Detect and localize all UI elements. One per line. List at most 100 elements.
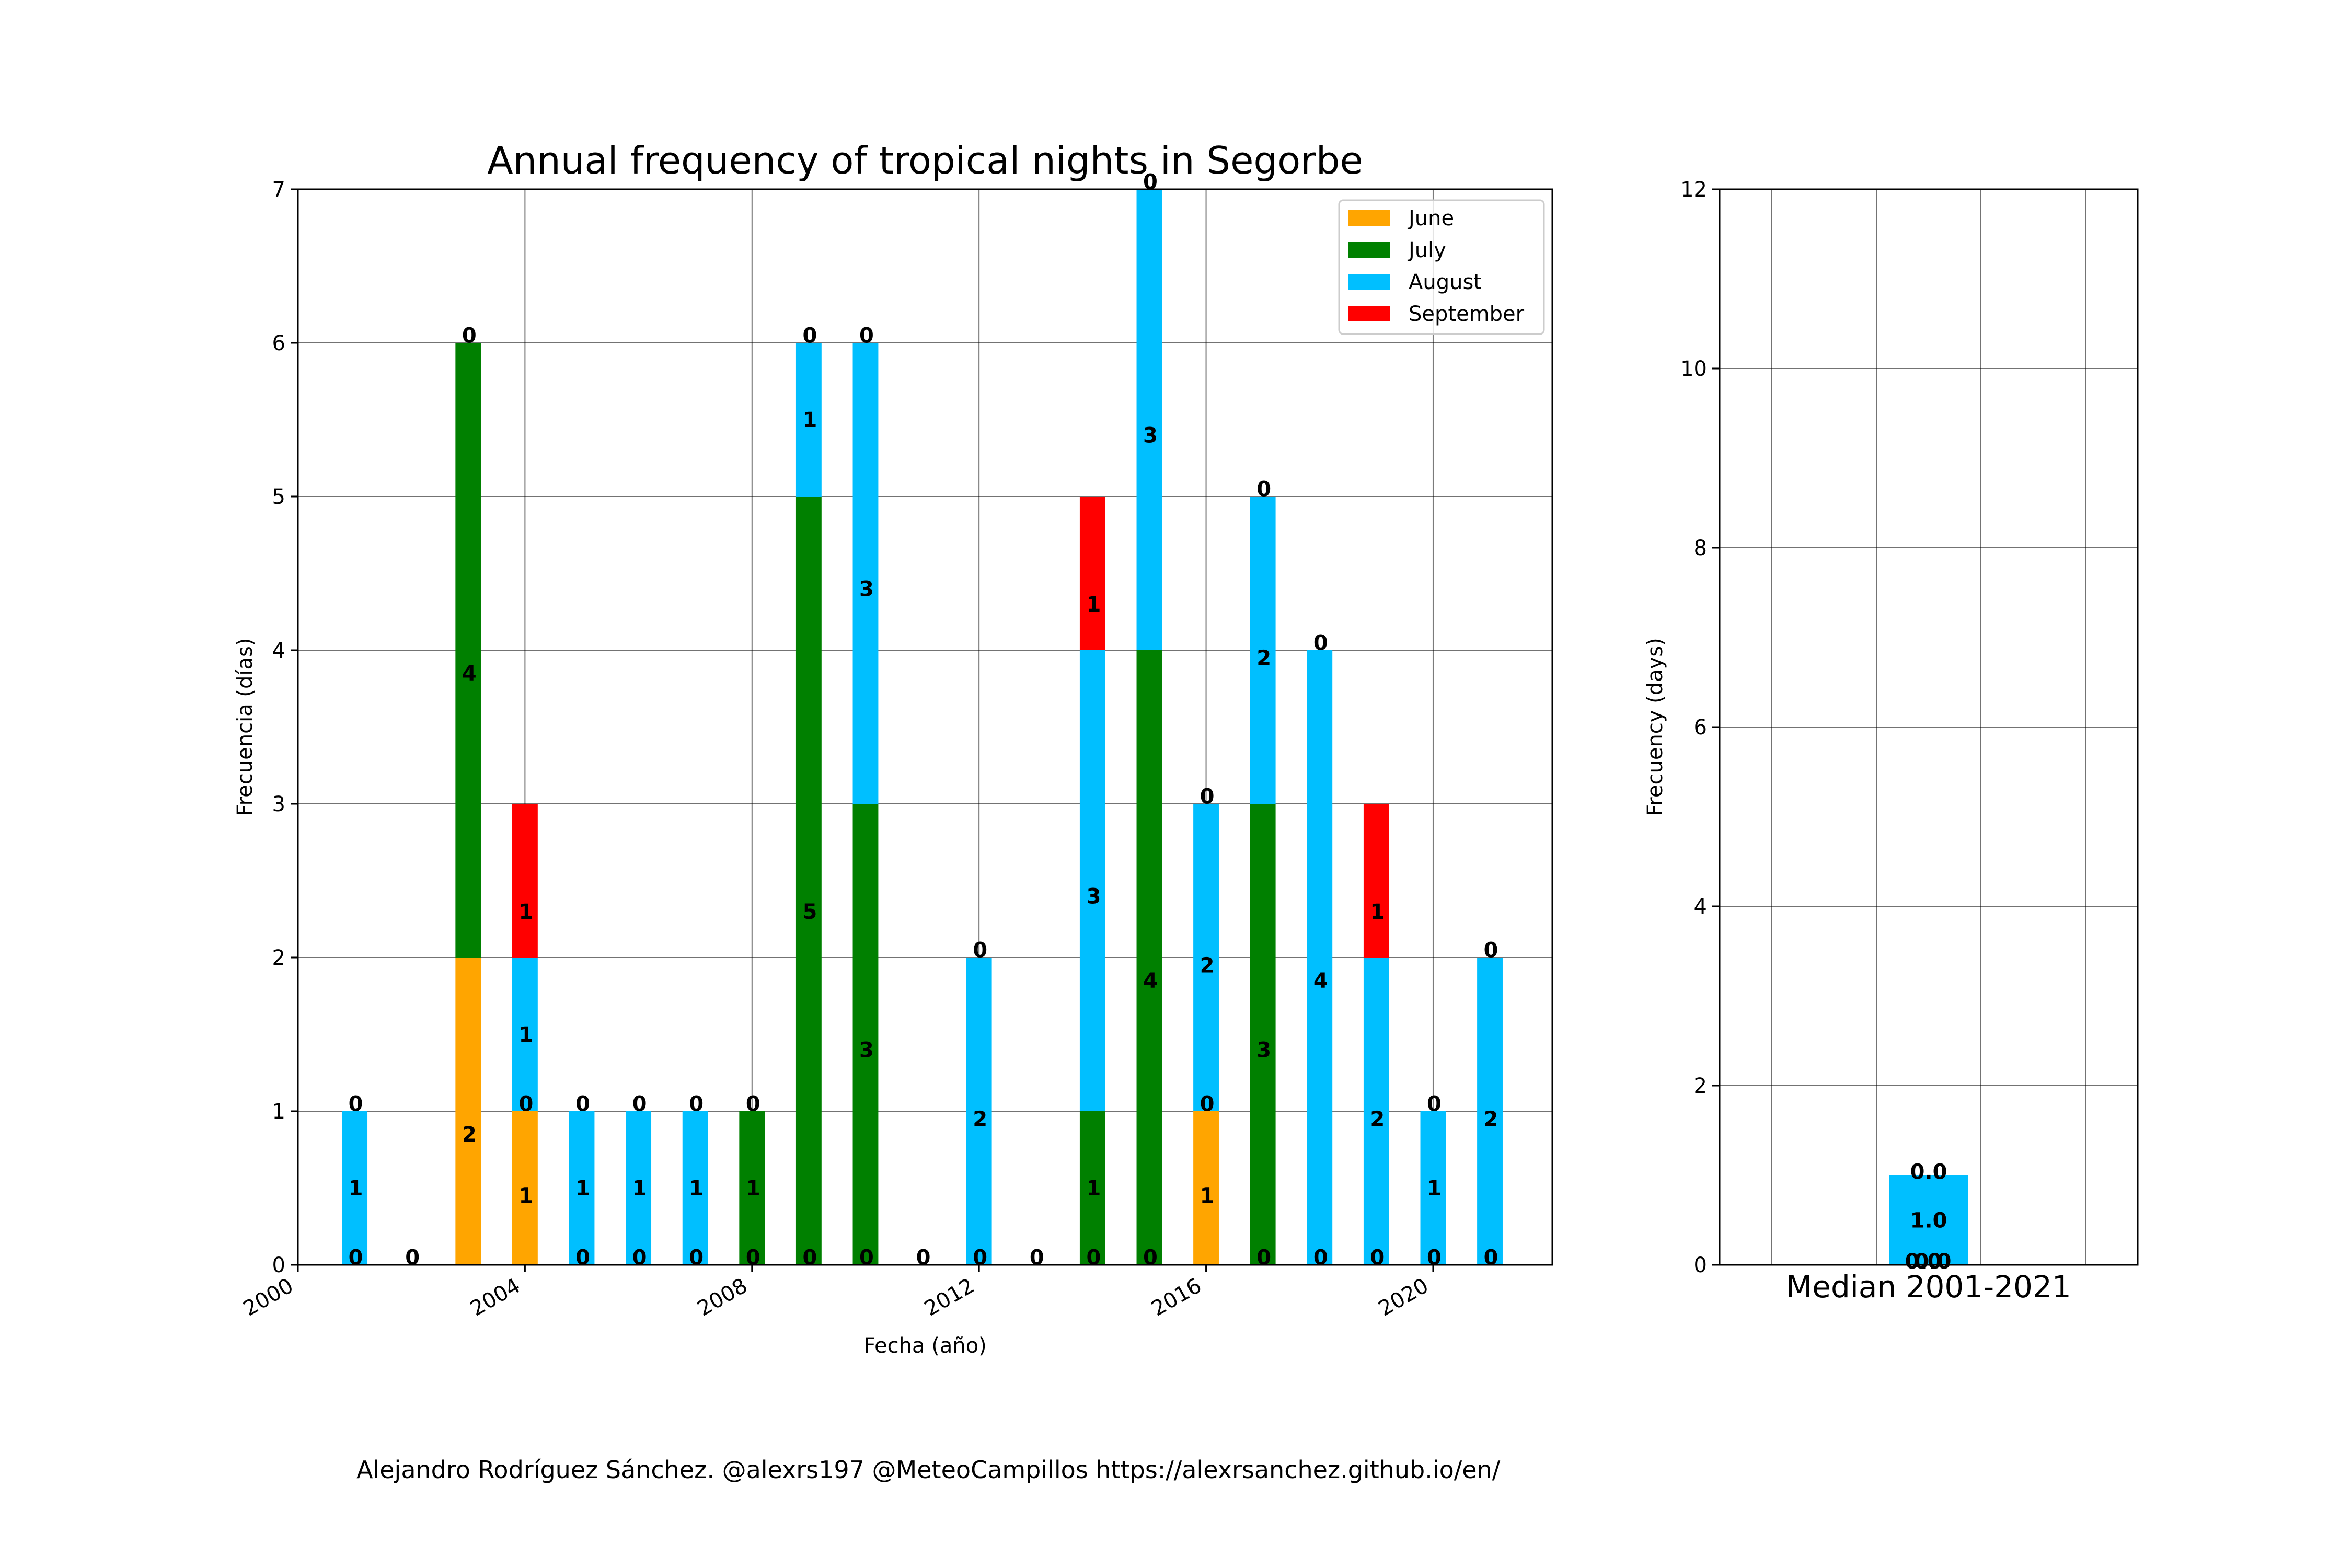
bar-august-2004 (512, 958, 538, 1111)
bar-value-label: 0 (973, 938, 987, 962)
y-axis-label: Frecuencia (días) (233, 638, 257, 816)
legend-swatch-august (1348, 274, 1390, 290)
bar-june-2003 (455, 958, 481, 1265)
median-y-tick-label: 4 (1694, 895, 1707, 919)
bar-value-label: 1 (1370, 900, 1385, 924)
y-tick-label: 5 (272, 485, 285, 509)
median-bar-labels: 0.00.01.00.0 (1905, 1160, 1952, 1274)
bar-value-label: 2 (1200, 954, 1215, 978)
bar-august-2012 (966, 958, 992, 1265)
bar-value-label: 0 (973, 1246, 987, 1270)
bar-value-label: 3 (859, 1038, 874, 1062)
main-y-ticks: 0 1 2 3 4 5 6 7 (272, 178, 298, 1277)
main-plot-frame (297, 188, 1553, 1266)
y-tick-label: 6 (272, 331, 285, 355)
y-tick-label: 3 (272, 792, 285, 816)
bar-value-label: 0 (1427, 1092, 1442, 1116)
bar-june-2004 (512, 1111, 538, 1265)
legend-label-june: June (1407, 206, 1454, 230)
x-tick-label: 2020 (1375, 1274, 1433, 1321)
bar-value-label: 0 (1313, 1246, 1328, 1270)
credit-text: Alejandro Rodríguez Sánchez. @alexrs197 … (356, 1456, 1501, 1484)
bar-value-label: 0 (746, 1092, 760, 1116)
main-x-ticks: 2000 2004 2008 2012 2016 2020 (239, 1265, 1434, 1321)
bar-july-2017 (1250, 804, 1276, 1265)
bar-value-label: 2 (1484, 1108, 1498, 1132)
bar-value-label: 5 (802, 900, 817, 924)
bar-august-2017 (1250, 497, 1276, 804)
bar-value-label: 0 (632, 1092, 647, 1116)
bar-value-label: 1 (575, 1177, 590, 1201)
bar-value-label: 1 (518, 900, 533, 924)
bar-value-label: 0 (689, 1246, 704, 1270)
median-bar-value-label: 0.0 (1910, 1160, 1947, 1184)
bar-value-label: 0 (802, 1246, 817, 1270)
median-y-tick-label: 10 (1680, 357, 1707, 381)
bar-value-label: 2 (1256, 647, 1271, 671)
bar-value-label: 1 (1200, 1184, 1215, 1208)
bar-august-2019 (1363, 958, 1389, 1265)
legend-label-july: July (1407, 238, 1446, 262)
bar-value-label: 0 (1370, 1246, 1385, 1270)
bar-value-label: 0 (462, 324, 477, 348)
bar-august-2007 (682, 1111, 708, 1265)
bar-august-2016 (1193, 804, 1219, 1111)
bar-august-2014 (1079, 650, 1105, 1111)
bar-value-label: 0 (916, 1246, 931, 1270)
bar-august-2015 (1136, 189, 1162, 650)
bar-value-label: 0 (575, 1092, 590, 1116)
median-y-tick-label: 12 (1680, 178, 1707, 202)
bar-value-label: 0 (1484, 938, 1498, 962)
bar-value-label: 0 (349, 1246, 363, 1270)
bar-value-label: 3 (859, 577, 874, 601)
bar-value-label: 2 (1370, 1108, 1385, 1132)
y-tick-label: 1 (272, 1100, 285, 1124)
bar-value-label: 0 (632, 1246, 647, 1270)
bar-value-label: 0 (1143, 1246, 1158, 1270)
median-y-tick-label: 8 (1694, 536, 1707, 560)
bar-value-label: 0 (1313, 631, 1328, 655)
x-tick-label: 2016 (1147, 1274, 1205, 1321)
bar-july-2014 (1079, 1111, 1105, 1265)
bar-value-label: 0 (575, 1246, 590, 1270)
legend-swatch-july (1348, 242, 1390, 258)
y-tick-label: 2 (272, 946, 285, 970)
bar-value-label: 0 (1256, 477, 1271, 501)
median-bar-value-label: 1.0 (1910, 1208, 1947, 1232)
legend: June July August September (1338, 199, 1545, 335)
bar-value-label: 1 (1427, 1177, 1442, 1201)
bar-august-2020 (1420, 1111, 1446, 1265)
main-bars (342, 189, 1503, 1265)
x-tick-label: 2000 (239, 1274, 297, 1321)
bar-value-label: 4 (462, 662, 477, 686)
bar-value-label: 0 (802, 324, 817, 348)
bar-value-label: 0 (746, 1246, 760, 1270)
bar-july-2008 (739, 1111, 765, 1265)
bar-july-2009 (795, 497, 822, 1265)
bar-value-label: 0 (405, 1246, 420, 1270)
x-tick-label: 2012 (920, 1274, 978, 1321)
bar-value-label: 0 (1484, 1246, 1498, 1270)
bar-value-label: 3 (1086, 884, 1101, 908)
bar-value-label: 0 (859, 1246, 874, 1270)
bar-july-2015 (1136, 650, 1162, 1265)
bar-value-label: 1 (349, 1177, 363, 1201)
bar-value-label: 2 (973, 1108, 987, 1132)
x-axis-label: Fecha (año) (863, 1334, 987, 1358)
median-bar-value-label: 0.0 (1915, 1250, 1952, 1274)
legend-swatch-september (1348, 306, 1390, 321)
bar-august-2009 (795, 343, 822, 497)
bar-september-2014 (1079, 497, 1105, 650)
median-y-ticks: 0 2 4 6 8 10 12 (1680, 178, 1720, 1277)
bar-value-label: 1 (1086, 1177, 1101, 1201)
bar-july-2010 (852, 804, 879, 1265)
bar-value-label: 0 (1030, 1246, 1044, 1270)
bar-september-2004 (512, 804, 538, 958)
bar-august-2021 (1477, 958, 1503, 1265)
bar-value-label: 1 (689, 1177, 704, 1201)
bar-value-label: 1 (632, 1177, 647, 1201)
bar-value-label: 0 (1200, 1092, 1215, 1116)
bar-value-label: 4 (1143, 969, 1158, 993)
